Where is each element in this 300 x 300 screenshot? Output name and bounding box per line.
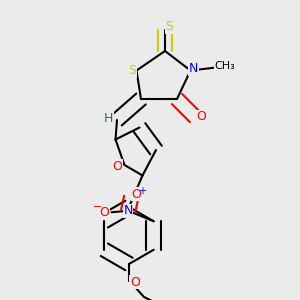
- Text: O: O: [130, 275, 140, 289]
- Text: S: S: [128, 64, 136, 77]
- Text: O: O: [132, 188, 142, 201]
- Text: S: S: [166, 20, 173, 34]
- Text: N: N: [189, 62, 198, 76]
- Text: −: −: [93, 202, 102, 212]
- Text: CH₃: CH₃: [214, 61, 236, 71]
- Text: +: +: [138, 186, 146, 196]
- Text: N: N: [124, 204, 133, 217]
- Text: O: O: [112, 160, 122, 173]
- Text: O: O: [99, 206, 109, 219]
- Text: O: O: [196, 110, 206, 124]
- Text: H: H: [104, 112, 113, 125]
